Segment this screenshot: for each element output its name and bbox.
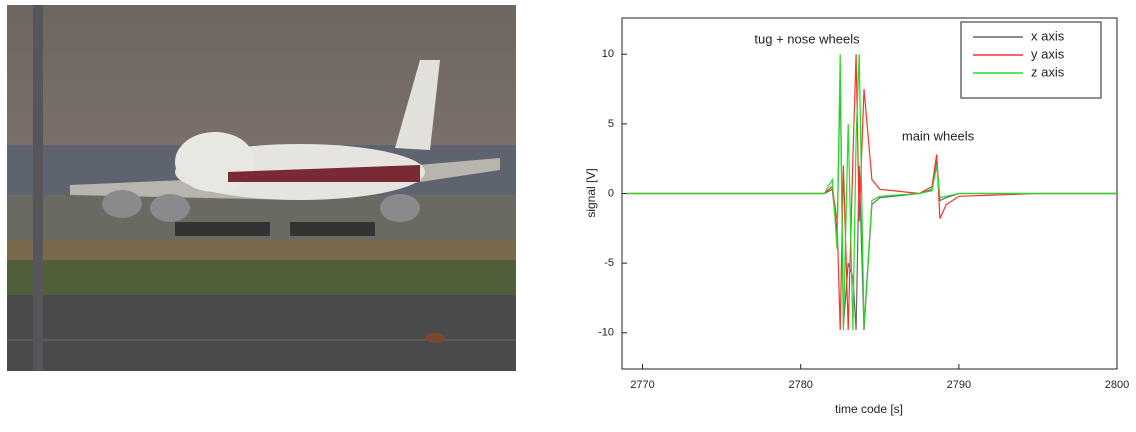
x-tick-label: 2790	[947, 379, 971, 391]
y-tick-label: 5	[608, 118, 614, 130]
y-axis-label: signal [V]	[584, 168, 598, 217]
legend-label: y axis	[1031, 46, 1065, 61]
y-tick-label: 10	[602, 48, 614, 60]
x-tick-label: 2770	[630, 379, 654, 391]
annotation: tug + nose wheels	[754, 31, 860, 46]
legend-label: z axis	[1031, 64, 1065, 79]
x-axis-label: time code [s]	[835, 402, 903, 416]
annotation: main wheels	[902, 128, 975, 143]
x-tick-label: 2800	[1105, 379, 1129, 391]
y-tick-label: -5	[604, 257, 614, 269]
y-tick-label: 0	[608, 187, 614, 199]
legend-label: x axis	[1031, 28, 1065, 43]
figure: tug + nose wheels main wheels time code …	[0, 0, 1136, 427]
x-tick-label: 2780	[788, 379, 812, 391]
y-tick-label: -10	[598, 327, 614, 339]
photo	[7, 5, 516, 371]
